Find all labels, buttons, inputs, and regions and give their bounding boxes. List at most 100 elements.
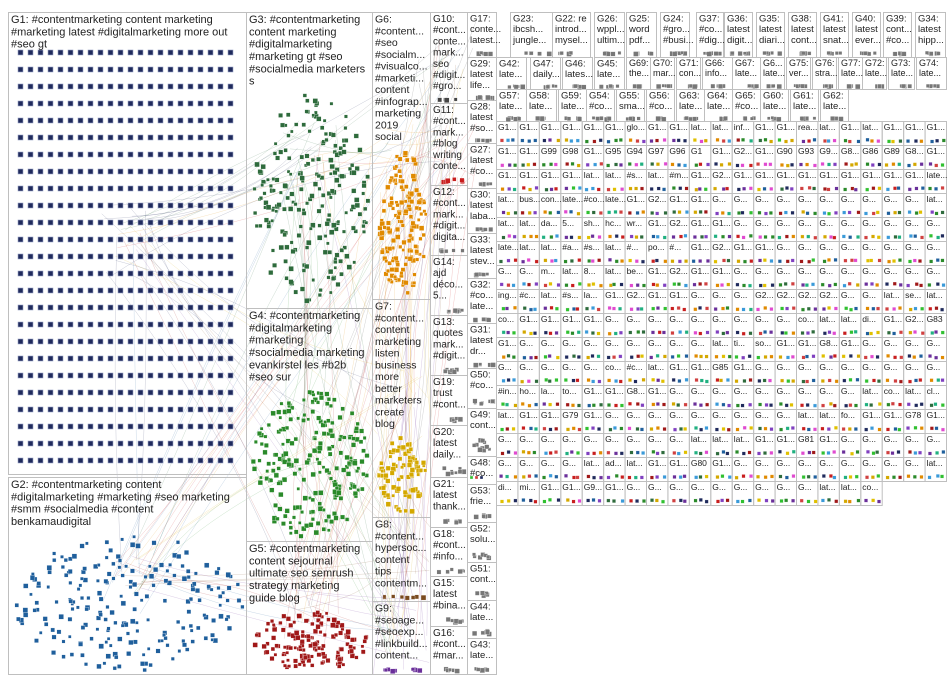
node-g5 xyxy=(334,632,338,637)
node-g3 xyxy=(274,177,280,183)
cell-label: G1... xyxy=(541,410,559,420)
cell-node xyxy=(763,451,767,456)
node-g38 xyxy=(801,51,806,56)
cell-node xyxy=(756,355,761,360)
node-g1 xyxy=(187,304,194,311)
cell-node xyxy=(715,211,720,216)
cell-node xyxy=(544,187,549,192)
node-g5 xyxy=(270,646,276,652)
cell-node xyxy=(571,426,576,431)
node-g4 xyxy=(293,529,299,535)
cell-label: G... xyxy=(519,266,533,276)
edge xyxy=(136,210,147,560)
cell-node xyxy=(791,331,796,336)
cell-node xyxy=(606,450,611,455)
node-g46 xyxy=(573,83,578,89)
node-g27 xyxy=(488,182,493,186)
cell-label: G... xyxy=(927,362,941,372)
edge xyxy=(283,412,308,583)
edge xyxy=(140,243,429,561)
cell-label: G... xyxy=(755,386,769,396)
cell-node xyxy=(719,378,723,383)
cell-node xyxy=(779,427,784,432)
node-g1 xyxy=(137,185,144,192)
cell-label: G... xyxy=(734,458,748,468)
cell-node xyxy=(826,139,831,143)
cell-node xyxy=(813,307,818,312)
cell-node xyxy=(721,331,726,336)
node-g3 xyxy=(364,220,369,225)
cell-node xyxy=(694,163,699,168)
node-g1 xyxy=(97,134,104,141)
cell-node xyxy=(715,137,720,142)
node-g2 xyxy=(162,598,167,603)
node-g4 xyxy=(259,442,264,446)
cell-label: G... xyxy=(734,482,748,492)
cell-node xyxy=(612,499,616,504)
node-g60 xyxy=(770,116,775,120)
node-g1 xyxy=(27,100,34,107)
cell-node xyxy=(548,497,552,502)
node-g4 xyxy=(276,466,281,471)
cell-label: G1... xyxy=(669,122,687,132)
node-g4 xyxy=(324,518,329,523)
node-g1 xyxy=(97,100,104,107)
node-g1 xyxy=(107,219,114,226)
cell-node xyxy=(875,283,880,287)
node-g4 xyxy=(306,417,310,422)
node-g1 xyxy=(207,168,214,175)
node-g2 xyxy=(58,614,64,620)
cell-label: G... xyxy=(841,434,855,444)
node-g2 xyxy=(175,540,180,545)
node-g2 xyxy=(204,562,210,568)
cell-node xyxy=(676,403,681,407)
node-g1 xyxy=(47,100,54,107)
node-g3 xyxy=(261,179,266,184)
node-g6 xyxy=(421,254,426,259)
node-g4 xyxy=(358,439,364,444)
node-g5 xyxy=(271,623,276,627)
node-g2 xyxy=(194,571,198,576)
node-g2 xyxy=(82,577,88,583)
cell-node xyxy=(725,498,730,503)
node-g1 xyxy=(77,270,84,277)
node-g4 xyxy=(329,476,333,481)
edge xyxy=(114,236,123,573)
cell-node xyxy=(786,379,791,384)
node-g1 xyxy=(87,100,94,107)
cell-label: G... xyxy=(777,410,791,420)
cell-node xyxy=(534,402,539,407)
node-g20 xyxy=(454,471,458,475)
cell-node xyxy=(513,258,518,263)
cell-node xyxy=(870,426,874,431)
node-g6 xyxy=(397,156,403,162)
node-g3 xyxy=(334,252,340,258)
node-g4 xyxy=(259,475,263,480)
cell-node xyxy=(635,210,640,215)
node-g1 xyxy=(27,185,34,192)
cell-node xyxy=(563,209,568,214)
cell-node xyxy=(548,138,552,142)
node-g3 xyxy=(286,112,291,118)
cell-node xyxy=(827,211,831,216)
node-g1 xyxy=(97,389,104,396)
cell-node xyxy=(941,427,945,432)
cell-label: G... xyxy=(841,362,855,372)
cell-label: G... xyxy=(862,362,876,372)
cell-node xyxy=(791,306,796,311)
node-g7 xyxy=(405,442,410,447)
edge xyxy=(316,593,417,611)
node-g2 xyxy=(96,579,100,583)
node-g1 xyxy=(207,151,214,158)
cell-node xyxy=(520,379,525,384)
node-g2 xyxy=(44,622,49,627)
cell-label: G1... xyxy=(519,410,537,420)
cell-node xyxy=(569,259,574,263)
cell-node xyxy=(528,498,533,503)
cell-node xyxy=(897,235,902,240)
cell-node xyxy=(912,258,917,263)
cell-node xyxy=(683,138,687,143)
node-g61 xyxy=(799,116,805,121)
edge xyxy=(139,162,456,614)
node-g6 xyxy=(397,169,402,174)
